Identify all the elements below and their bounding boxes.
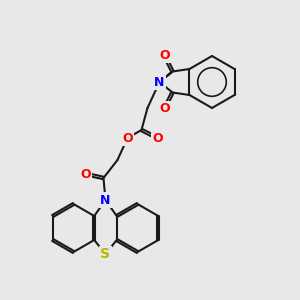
Text: O: O — [159, 49, 170, 62]
Text: N: N — [154, 76, 165, 88]
Text: O: O — [152, 131, 163, 145]
Text: O: O — [122, 131, 133, 145]
Text: S: S — [100, 247, 110, 261]
Text: O: O — [80, 167, 91, 181]
Text: O: O — [159, 102, 170, 115]
Text: N: N — [100, 194, 111, 206]
